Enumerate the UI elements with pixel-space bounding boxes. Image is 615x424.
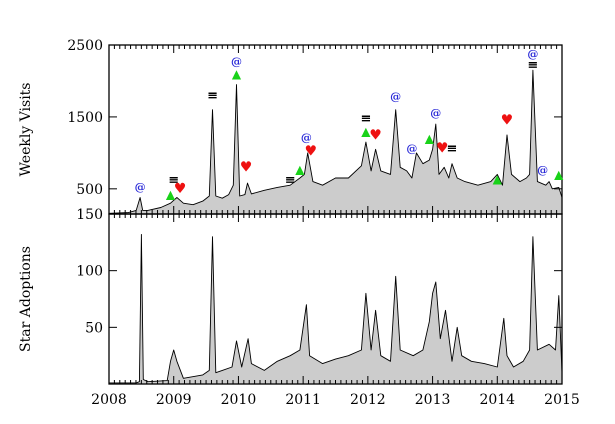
adoptions-ylabel: Star Adoptions	[18, 246, 34, 352]
visits-event-marker: ≡	[360, 111, 371, 126]
visits-event-marker: ≡	[168, 173, 179, 188]
visits-event-marker: ▲	[166, 188, 176, 202]
adoptions-xtick-label: 2008	[91, 392, 127, 408]
visits-ytick-label: 1500	[67, 110, 103, 126]
visits-event-marker: ≡	[447, 142, 458, 157]
visits-ytick-label: 500	[76, 182, 103, 198]
visits-event-marker: ♥	[240, 159, 253, 175]
adoptions-series-area	[108, 233, 563, 385]
adoptions-xtick-label: 2015	[544, 392, 580, 408]
adoptions-xtick-label: 2014	[479, 392, 515, 408]
visits-event-marker: @	[231, 55, 242, 68]
visits-event-marker: ♥	[174, 181, 187, 197]
visits-event-marker: ▲	[554, 167, 564, 181]
adoptions-xtick-label: 2012	[350, 392, 386, 408]
visits-event-marker: @	[390, 90, 401, 103]
visits-ytick-label: 2500	[67, 38, 103, 54]
visits-event-marker: ≡	[207, 88, 218, 103]
visits-event-marker: ♥	[369, 128, 382, 144]
visits-event-marker: @	[430, 107, 441, 120]
visits-event-marker: @	[537, 163, 548, 176]
visits-event-marker: ▲	[232, 67, 242, 81]
adoptions-xtick-label: 2010	[221, 392, 257, 408]
visits-event-marker: ♥	[436, 141, 449, 157]
visits-event-marker: ▲	[425, 131, 435, 145]
visits-event-marker: @	[406, 142, 417, 155]
visits-event-marker: ≡	[285, 173, 296, 188]
visits-event-marker: ♥	[305, 143, 318, 159]
visits-series-area	[108, 69, 563, 215]
adoptions-plot-frame	[108, 213, 563, 385]
adoptions-ytick-label: 100	[76, 264, 103, 280]
visits-event-marker: ≡	[527, 58, 538, 73]
visits-event-marker: @	[527, 48, 538, 61]
adoptions-xtick-label: 2011	[285, 392, 321, 408]
visits-ylabel: Weekly Visits	[18, 83, 34, 177]
visits-event-marker: @	[301, 131, 312, 144]
visits-event-marker: ♥	[501, 113, 514, 129]
adoptions-xtick-label: 2009	[156, 392, 192, 408]
star-adoptions-panel: 50 100 150 2008 2009 2010 2011 2012 2013 2014 2015…	[18, 207, 580, 408]
visits-event-marker: ▲	[361, 124, 371, 138]
visits-event-marker: @	[135, 181, 146, 194]
visits-event-marker: ▲	[295, 162, 305, 176]
adoptions-ytick-label: 150	[76, 207, 103, 223]
adoptions-ytick-label: 50	[85, 320, 103, 336]
adoptions-xtick-label: 2013	[415, 392, 451, 408]
visits-event-marker: ▲	[493, 172, 503, 186]
